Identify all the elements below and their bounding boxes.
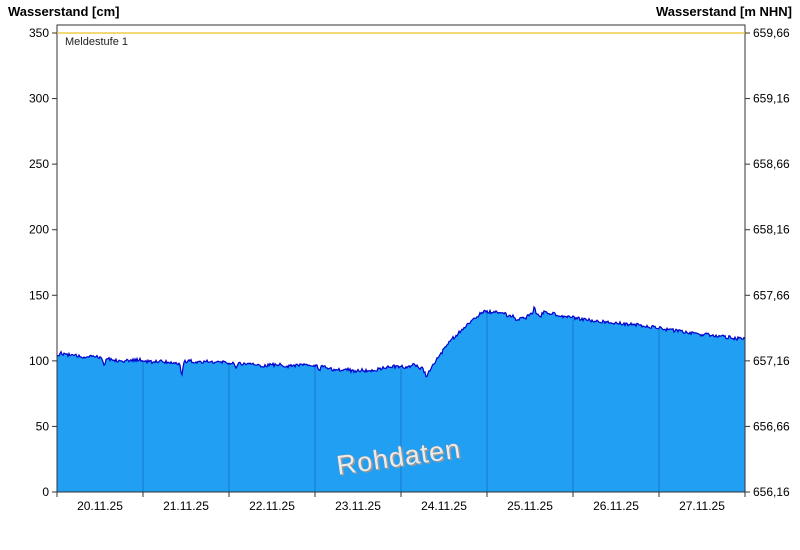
left-tick-label: 250 [29, 157, 49, 171]
left-tick-label: 0 [42, 485, 49, 499]
right-tick-label: 656,16 [753, 485, 790, 499]
date-label: 22.11.25 [249, 499, 295, 513]
date-label: 26.11.25 [593, 499, 639, 513]
date-label: 25.11.25 [507, 499, 553, 513]
right-tick-label: 659,66 [753, 26, 790, 40]
right-tick-label: 657,66 [753, 288, 790, 302]
right-axis-title: Wasserstand [m NHN] [655, 4, 792, 19]
date-label: 21.11.25 [163, 499, 209, 513]
right-tick-label: 657,16 [753, 354, 790, 368]
date-label: 20.11.25 [77, 499, 123, 513]
right-tick-label: 658,16 [753, 223, 790, 237]
right-tick-label: 659,16 [753, 92, 790, 106]
alert-threshold-label: Meldestufe 1 [65, 36, 128, 48]
left-tick-label: 150 [29, 288, 49, 302]
date-label: 23.11.25 [335, 499, 381, 513]
left-tick-label: 350 [29, 26, 49, 40]
date-label: 24.11.25 [421, 499, 467, 513]
left-tick-label: 50 [36, 419, 50, 433]
left-tick-label: 100 [29, 354, 49, 368]
date-label: 27.11.25 [679, 499, 725, 513]
right-tick-label: 658,66 [753, 157, 790, 171]
left-tick-label: 300 [29, 92, 49, 106]
left-axis-title: Wasserstand [cm] [8, 4, 120, 19]
water-level-line [56, 305, 746, 378]
right-tick-label: 656,66 [753, 419, 790, 433]
left-tick-label: 200 [29, 223, 49, 237]
